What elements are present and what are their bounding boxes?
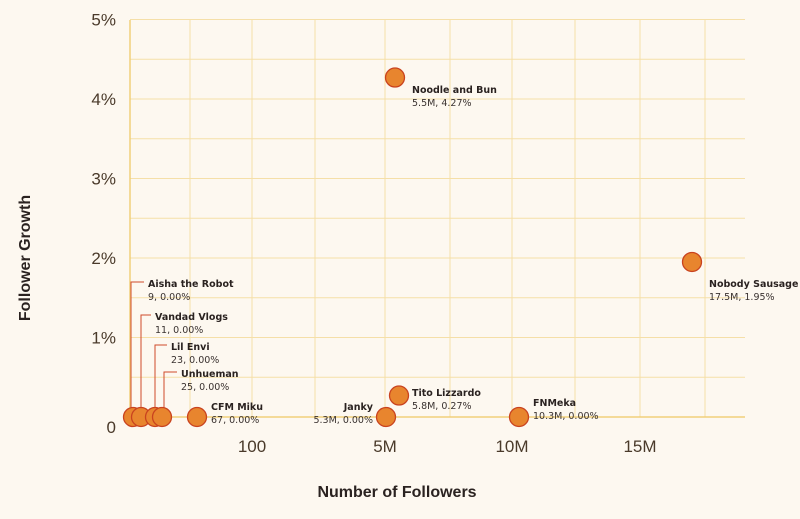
point-tito-lizzardo[interactable] <box>388 385 410 406</box>
point-value-tito-lizzardo: 5.8M, 0.27% <box>412 401 472 412</box>
y-tick-label: 1% <box>91 329 116 348</box>
point-noodle-and-bun[interactable] <box>384 67 406 88</box>
leader-line-aisha-the-robot <box>130 281 144 417</box>
leader-line-lil-envi <box>154 344 167 417</box>
axes: 0 1% 2% 3% 4% 5% 100 5M 10M 15M <box>91 11 745 456</box>
leader-line-vandad-vlogs <box>140 314 151 417</box>
point-value-cfm-miku: 67, 0.00% <box>211 415 259 426</box>
y-axis-title: Follower Growth <box>17 195 34 321</box>
x-tick-label: 5M <box>373 437 397 456</box>
point-nobody-sausage[interactable] <box>681 251 703 273</box>
point-value-fnmeka: 10.3M, 0.00% <box>533 411 599 422</box>
point-value-nobody-sausage: 17.5M, 1.95% <box>709 292 775 303</box>
point-fnmeka[interactable] <box>508 406 530 428</box>
leader-lines <box>130 281 177 417</box>
point-unhueman[interactable] <box>151 406 173 428</box>
x-tick-label: 10M <box>495 437 528 456</box>
y-tick-label: 5% <box>91 11 116 30</box>
point-value-lil-envi: 23, 0.00% <box>171 355 219 366</box>
point-label-nobody-sausage: Nobody Sausage <box>709 279 798 290</box>
point-cfm-miku[interactable] <box>186 406 208 428</box>
point-label-fnmeka: FNMeka <box>533 398 576 409</box>
point-value-vandad-vlogs: 11, 0.00% <box>155 325 203 336</box>
point-value-noodle-and-bun: 5.5M, 4.27% <box>412 98 472 109</box>
y-tick-label: 0 <box>107 418 116 437</box>
point-label-tito-lizzardo: Tito Lizzardo <box>412 388 481 399</box>
point-value-aisha-the-robot: 9, 0.00% <box>148 292 190 303</box>
y-tick-label: 2% <box>91 249 116 268</box>
point-label-lil-envi: Lil Envi <box>171 342 210 353</box>
grid <box>130 19 745 417</box>
point-label-vandad-vlogs: Vandad Vlogs <box>155 312 228 323</box>
point-label-cfm-miku: CFM Miku <box>211 402 263 413</box>
x-tick-label: 100 <box>238 437 266 456</box>
point-label-aisha-the-robot: Aisha the Robot <box>148 279 234 290</box>
point-janky[interactable] <box>375 406 397 428</box>
point-label-janky: Janky <box>343 402 374 413</box>
x-axis-title: Number of Followers <box>317 484 476 501</box>
point-value-janky: 5.3M, 0.00% <box>313 415 373 426</box>
data-labels: Aisha the Robot 9, 0.00% Vandad Vlogs 11, 0… <box>148 85 798 426</box>
y-tick-label: 4% <box>91 90 116 109</box>
data-points <box>122 67 703 428</box>
point-value-unhueman: 25, 0.00% <box>181 382 229 393</box>
point-label-unhueman: Unhueman <box>181 369 239 380</box>
x-tick-label: 15M <box>623 437 656 456</box>
y-tick-label: 3% <box>91 170 116 189</box>
point-label-noodle-and-bun: Noodle and Bun <box>412 85 497 96</box>
leader-line-unhueman <box>163 371 177 417</box>
